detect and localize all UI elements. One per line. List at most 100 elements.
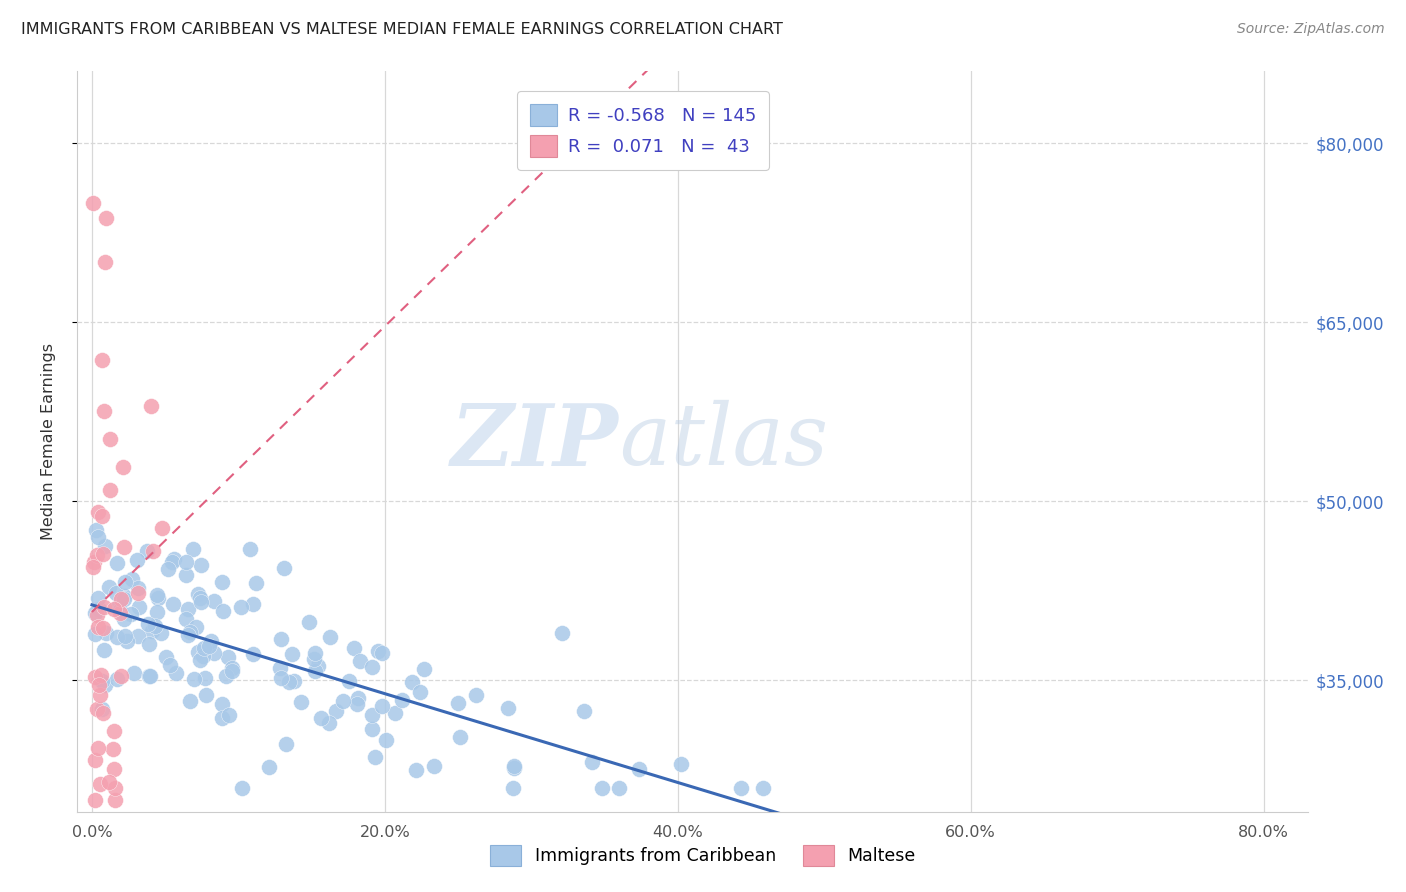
- Point: [148, 591, 170, 606]
- Point: [83, 670, 105, 684]
- Point: [104, 780, 127, 795]
- Point: [90, 674, 112, 689]
- Point: [93, 599, 115, 614]
- Point: [276, 738, 298, 752]
- Point: [309, 711, 332, 725]
- Point: [190, 558, 212, 573]
- Point: [278, 675, 301, 690]
- Point: [125, 553, 148, 567]
- Point: [198, 639, 221, 653]
- Point: [120, 607, 142, 621]
- Point: [135, 544, 157, 558]
- Point: [138, 637, 160, 651]
- Point: [122, 666, 145, 681]
- Point: [146, 588, 169, 602]
- Point: [190, 595, 212, 609]
- Point: [304, 646, 326, 660]
- Point: [146, 605, 169, 619]
- Point: [200, 634, 222, 648]
- Point: [242, 648, 264, 662]
- Point: [86, 504, 108, 518]
- Point: [174, 612, 197, 626]
- Point: [384, 706, 406, 721]
- Point: [91, 547, 114, 561]
- Point: [174, 555, 197, 569]
- Point: [174, 567, 197, 582]
- Point: [371, 646, 394, 660]
- Point: [112, 459, 135, 474]
- Point: [138, 669, 160, 683]
- Point: [503, 761, 526, 775]
- Point: [405, 763, 427, 777]
- Point: [281, 648, 304, 662]
- Point: [572, 704, 595, 718]
- Point: [349, 654, 371, 668]
- Point: [82, 195, 104, 210]
- Point: [190, 591, 212, 606]
- Point: [115, 633, 138, 648]
- Point: [87, 530, 110, 544]
- Point: [91, 702, 114, 716]
- Point: [337, 673, 360, 688]
- Point: [269, 661, 291, 675]
- Point: [202, 593, 225, 607]
- Point: [401, 674, 423, 689]
- Point: [139, 669, 162, 683]
- Point: [211, 711, 233, 725]
- Point: [84, 753, 107, 767]
- Point: [127, 629, 149, 643]
- Point: [347, 690, 370, 705]
- Point: [89, 678, 111, 692]
- Point: [409, 685, 432, 699]
- Point: [94, 626, 117, 640]
- Point: [94, 678, 117, 692]
- Point: [412, 662, 434, 676]
- Point: [98, 580, 121, 594]
- Point: [127, 581, 149, 595]
- Point: [89, 602, 111, 616]
- Point: [112, 589, 135, 603]
- Point: [93, 540, 115, 554]
- Point: [211, 575, 233, 590]
- Point: [177, 602, 200, 616]
- Point: [332, 694, 354, 708]
- Point: [94, 211, 117, 225]
- Point: [86, 548, 108, 562]
- Point: [245, 576, 267, 591]
- Point: [105, 586, 128, 600]
- Point: [87, 620, 110, 634]
- Point: [114, 575, 136, 590]
- Point: [730, 780, 752, 795]
- Point: [105, 630, 128, 644]
- Point: [307, 658, 329, 673]
- Point: [270, 632, 292, 646]
- Point: [110, 591, 132, 606]
- Point: [319, 630, 342, 644]
- Point: [110, 668, 132, 682]
- Point: [502, 759, 524, 773]
- Point: [103, 762, 125, 776]
- Point: [98, 483, 121, 498]
- Point: [155, 650, 177, 665]
- Point: [108, 603, 131, 617]
- Point: [751, 780, 773, 795]
- Y-axis label: Median Female Earnings: Median Female Earnings: [42, 343, 56, 540]
- Point: [187, 645, 209, 659]
- Point: [142, 544, 165, 558]
- Point: [104, 793, 127, 807]
- Point: [214, 669, 236, 683]
- Point: [551, 626, 574, 640]
- Point: [105, 556, 128, 570]
- Point: [150, 521, 173, 535]
- Point: [239, 542, 262, 557]
- Point: [157, 562, 180, 576]
- Point: [607, 780, 630, 795]
- Point: [591, 780, 613, 795]
- Point: [141, 624, 163, 639]
- Point: [464, 688, 486, 702]
- Point: [84, 606, 107, 620]
- Point: [103, 724, 125, 739]
- Point: [91, 508, 114, 523]
- Point: [194, 671, 217, 685]
- Point: [108, 606, 131, 620]
